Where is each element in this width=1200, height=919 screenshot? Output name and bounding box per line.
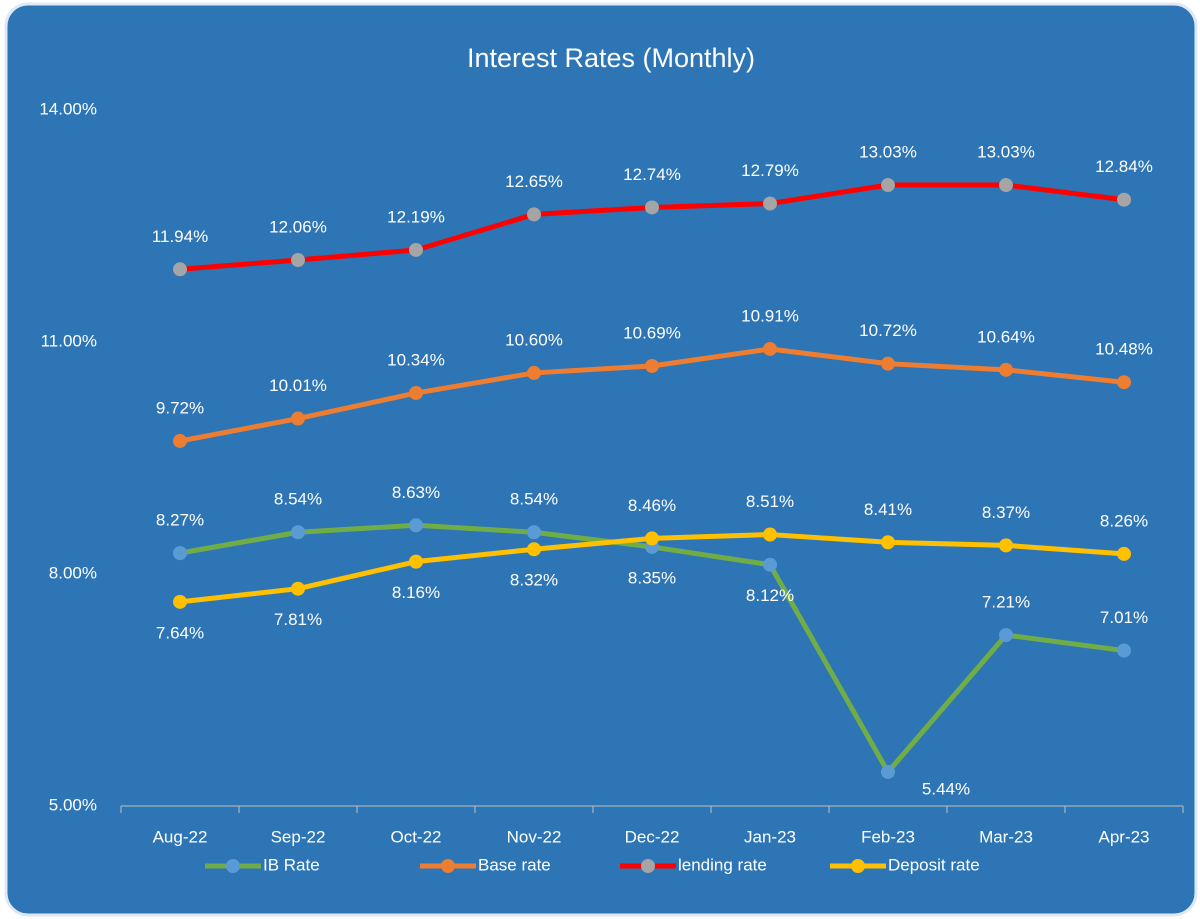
marker <box>527 525 541 540</box>
y-tick-label: 5.00% <box>49 795 97 814</box>
data-label: 10.01% <box>269 376 327 395</box>
x-tick-label: Oct-22 <box>390 827 441 846</box>
legend-label: lending rate <box>678 855 767 874</box>
marker <box>881 764 895 779</box>
x-tick-label: Apr-23 <box>1098 827 1149 846</box>
marker <box>409 386 423 401</box>
marker <box>999 178 1013 193</box>
data-label: 12.06% <box>269 218 327 237</box>
legend-label: Deposit rate <box>888 855 980 874</box>
data-label: 9.72% <box>156 398 204 417</box>
marker <box>1117 643 1131 658</box>
data-label: 8.41% <box>864 500 912 519</box>
data-label: 10.72% <box>859 321 917 340</box>
data-label: 8.35% <box>628 568 676 587</box>
marker <box>881 178 895 193</box>
data-label: 11.94% <box>152 227 208 246</box>
legend-marker <box>226 859 240 873</box>
marker <box>763 341 777 356</box>
marker <box>999 628 1013 643</box>
x-tick-label: Jan-23 <box>744 827 796 846</box>
data-label: 13.03% <box>859 142 917 161</box>
data-label: 8.27% <box>156 511 204 530</box>
marker <box>291 581 305 596</box>
marker <box>291 525 305 540</box>
marker <box>409 518 423 533</box>
data-label: 7.64% <box>156 623 204 642</box>
marker <box>291 411 305 426</box>
marker <box>881 535 895 550</box>
marker <box>645 200 659 215</box>
data-label: 8.16% <box>392 583 440 602</box>
marker <box>527 542 541 557</box>
marker <box>409 554 423 569</box>
marker <box>409 242 423 257</box>
data-label: 12.84% <box>1095 157 1153 176</box>
marker <box>763 557 777 572</box>
data-label: 7.81% <box>274 610 322 629</box>
chart-background <box>4 2 1198 917</box>
data-label: 12.79% <box>741 161 799 180</box>
data-label: 10.64% <box>977 327 1035 346</box>
legend-marker <box>641 859 655 873</box>
data-label: 7.01% <box>1100 608 1148 627</box>
x-tick-label: Aug-22 <box>153 827 208 846</box>
marker <box>645 358 659 373</box>
data-label: 12.65% <box>505 172 563 191</box>
y-tick-label: 14.00% <box>39 99 97 118</box>
marker <box>291 253 305 268</box>
x-tick-label: Dec-22 <box>625 827 680 846</box>
data-label: 8.12% <box>746 586 794 605</box>
data-label: 8.54% <box>510 490 558 509</box>
marker <box>1117 192 1131 207</box>
data-label: 10.48% <box>1095 340 1153 359</box>
marker <box>999 538 1013 553</box>
marker <box>999 362 1013 377</box>
data-label: 8.26% <box>1100 511 1148 530</box>
data-label: 10.34% <box>387 351 445 370</box>
data-label: 10.69% <box>623 323 681 342</box>
chart-title: Interest Rates (Monthly) <box>467 43 755 73</box>
marker <box>645 531 659 546</box>
data-label: 10.91% <box>741 306 799 325</box>
data-label: 13.03% <box>977 142 1035 161</box>
data-label: 8.51% <box>746 492 794 511</box>
marker <box>173 262 187 277</box>
marker <box>763 196 777 211</box>
data-label: 8.46% <box>628 496 676 515</box>
legend-marker <box>441 859 455 873</box>
legend-label: Base rate <box>478 855 551 874</box>
marker <box>173 594 187 609</box>
marker <box>881 356 895 371</box>
data-label: 8.32% <box>510 571 558 590</box>
data-label: 5.44% <box>922 779 970 798</box>
y-tick-label: 8.00% <box>49 563 97 582</box>
marker <box>1117 546 1131 561</box>
marker <box>1117 375 1131 390</box>
legend-marker <box>851 859 865 873</box>
legend-label: IB Rate <box>263 855 320 874</box>
x-tick-label: Sep-22 <box>271 827 326 846</box>
marker <box>173 546 187 561</box>
marker <box>527 207 541 222</box>
data-label: 10.60% <box>505 330 563 349</box>
data-label: 8.54% <box>274 490 322 509</box>
marker <box>173 433 187 448</box>
marker <box>763 527 777 542</box>
x-tick-label: Feb-23 <box>861 827 915 846</box>
marker <box>527 365 541 380</box>
x-tick-label: Nov-22 <box>507 827 562 846</box>
data-label: 7.21% <box>982 593 1030 612</box>
data-label: 12.19% <box>387 207 445 226</box>
x-tick-label: Mar-23 <box>979 827 1033 846</box>
data-label: 8.63% <box>392 483 440 502</box>
data-label: 12.74% <box>623 165 681 184</box>
y-tick-label: 11.00% <box>41 331 97 350</box>
data-label: 8.37% <box>982 503 1030 522</box>
